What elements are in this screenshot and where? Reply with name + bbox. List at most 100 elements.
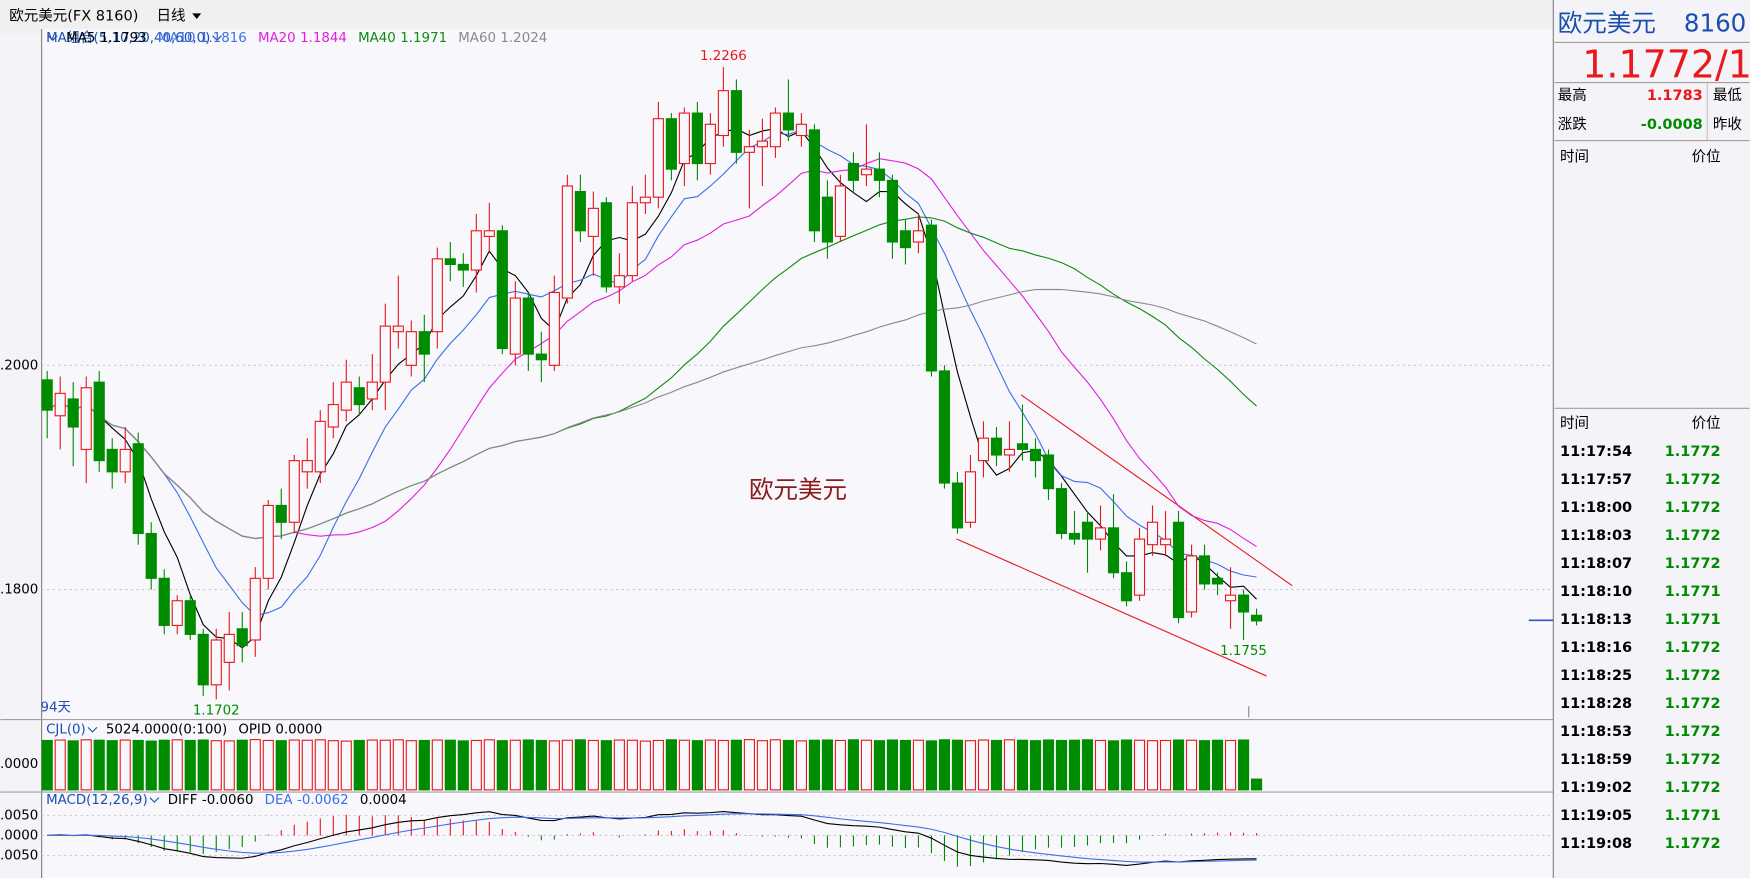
legend-value: 1.2024 (500, 31, 547, 46)
candle-body (444, 258, 456, 265)
candle-body (470, 230, 482, 271)
stat-label: 昨收 (1713, 116, 1742, 133)
trend-line (956, 538, 1267, 677)
high-label: 1.2266 (700, 49, 747, 64)
volume-bar (54, 739, 66, 791)
y-tick-label: 0.0000 (0, 828, 38, 843)
candle-body (1081, 521, 1094, 540)
volume-bar (171, 739, 183, 791)
tick-time: 11:18:13 (1560, 612, 1632, 628)
volume-bar (275, 740, 287, 791)
volume-bar (80, 739, 92, 791)
candle-body (145, 532, 157, 579)
macd-line (47, 810, 1257, 866)
volume-bar (743, 739, 755, 791)
candle-body (756, 140, 768, 148)
volume-bar (197, 739, 209, 791)
volume-bar (1029, 740, 1042, 791)
volume-selector[interactable]: CJL(0) (46, 723, 86, 738)
volume-bar (704, 739, 716, 791)
candle-body (912, 230, 925, 243)
candle-body (626, 202, 638, 277)
volume-bar (119, 739, 131, 791)
candle-body (1198, 555, 1211, 585)
candle-body (990, 437, 1003, 456)
legend-name: DEA (265, 793, 294, 808)
macd-selector[interactable]: MACD(12,26,9) (46, 793, 148, 808)
candle-body (1224, 594, 1237, 602)
candle-body (54, 392, 66, 417)
candle-body (964, 471, 977, 523)
candle-body (652, 118, 664, 198)
stat-label: 涨跌 (1558, 116, 1587, 133)
candle-body (691, 112, 703, 165)
candle-body (1146, 521, 1159, 546)
candle-body (808, 129, 820, 232)
dropdown-arrow[interactable] (212, 35, 222, 41)
column-header: 时间 (1560, 148, 1589, 165)
volume-bar (691, 740, 703, 791)
dropdown-arrow[interactable] (47, 35, 58, 41)
candle-body (236, 628, 248, 647)
legend-name: MA5 (66, 31, 95, 46)
legend-value: -0.0062 (297, 793, 349, 808)
volume-bar (1068, 739, 1081, 791)
tick-time: 11:18:53 (1560, 724, 1632, 740)
volume-bar (899, 739, 912, 791)
candle-body (431, 258, 443, 333)
volume-bar (873, 740, 886, 791)
volume-bar (288, 739, 300, 791)
volume-text: 5024.0000(0:100) (106, 723, 227, 738)
volume-bar (301, 739, 313, 791)
volume-bar (639, 740, 651, 791)
candle-body (457, 263, 469, 271)
dropdown-arrow[interactable] (192, 13, 202, 19)
candle-body (730, 90, 742, 153)
candle-body (301, 460, 313, 473)
candle-body (106, 448, 118, 473)
volume-bar (67, 740, 79, 791)
candle-body (1159, 538, 1172, 546)
candle-body (483, 230, 495, 237)
candle-body (132, 443, 144, 535)
candle-body (288, 460, 300, 523)
volume-bar (210, 740, 222, 791)
candle-body (1133, 538, 1146, 596)
days-label: 94天 (41, 700, 71, 715)
candle-body (197, 633, 209, 686)
candle-body (1042, 454, 1055, 490)
candle-body (275, 504, 287, 523)
candle-body (1003, 448, 1016, 456)
volume-bar (1146, 740, 1159, 791)
volume-bar (444, 739, 456, 791)
ma-selector[interactable]: MA组合(5,10,20,40,60,0) (46, 30, 210, 46)
macd-line (47, 813, 1257, 863)
candle-body (1029, 448, 1042, 462)
volume-bar (613, 739, 625, 791)
tick-price: 1.1772 (1665, 640, 1721, 656)
candle-body (366, 381, 378, 400)
column-header: 价位 (1692, 415, 1721, 432)
volume-bar (912, 739, 925, 791)
dropdown-arrow[interactable] (149, 797, 160, 803)
dropdown-arrow[interactable] (87, 726, 98, 733)
candle-body (587, 207, 599, 237)
candle-body (821, 196, 834, 243)
volume-bar (522, 739, 534, 791)
period-selector[interactable]: 日线 (157, 8, 186, 25)
volume-bar (860, 739, 873, 791)
candle-body (1250, 614, 1263, 622)
volume-bar (249, 739, 261, 791)
y-tick-label: 1.1800 (0, 583, 38, 598)
volume-bar (600, 740, 612, 791)
volume-bar (1055, 739, 1068, 791)
candle-body (574, 191, 586, 232)
candle-body (613, 275, 625, 288)
candle-body (1107, 527, 1120, 574)
candle-body (678, 112, 690, 165)
legend-value: 0.0004 (360, 793, 407, 808)
candle-body (834, 185, 847, 237)
volume-opid: OPID 0.0000 (238, 723, 322, 738)
legend-value: 1.1793 (100, 31, 147, 46)
